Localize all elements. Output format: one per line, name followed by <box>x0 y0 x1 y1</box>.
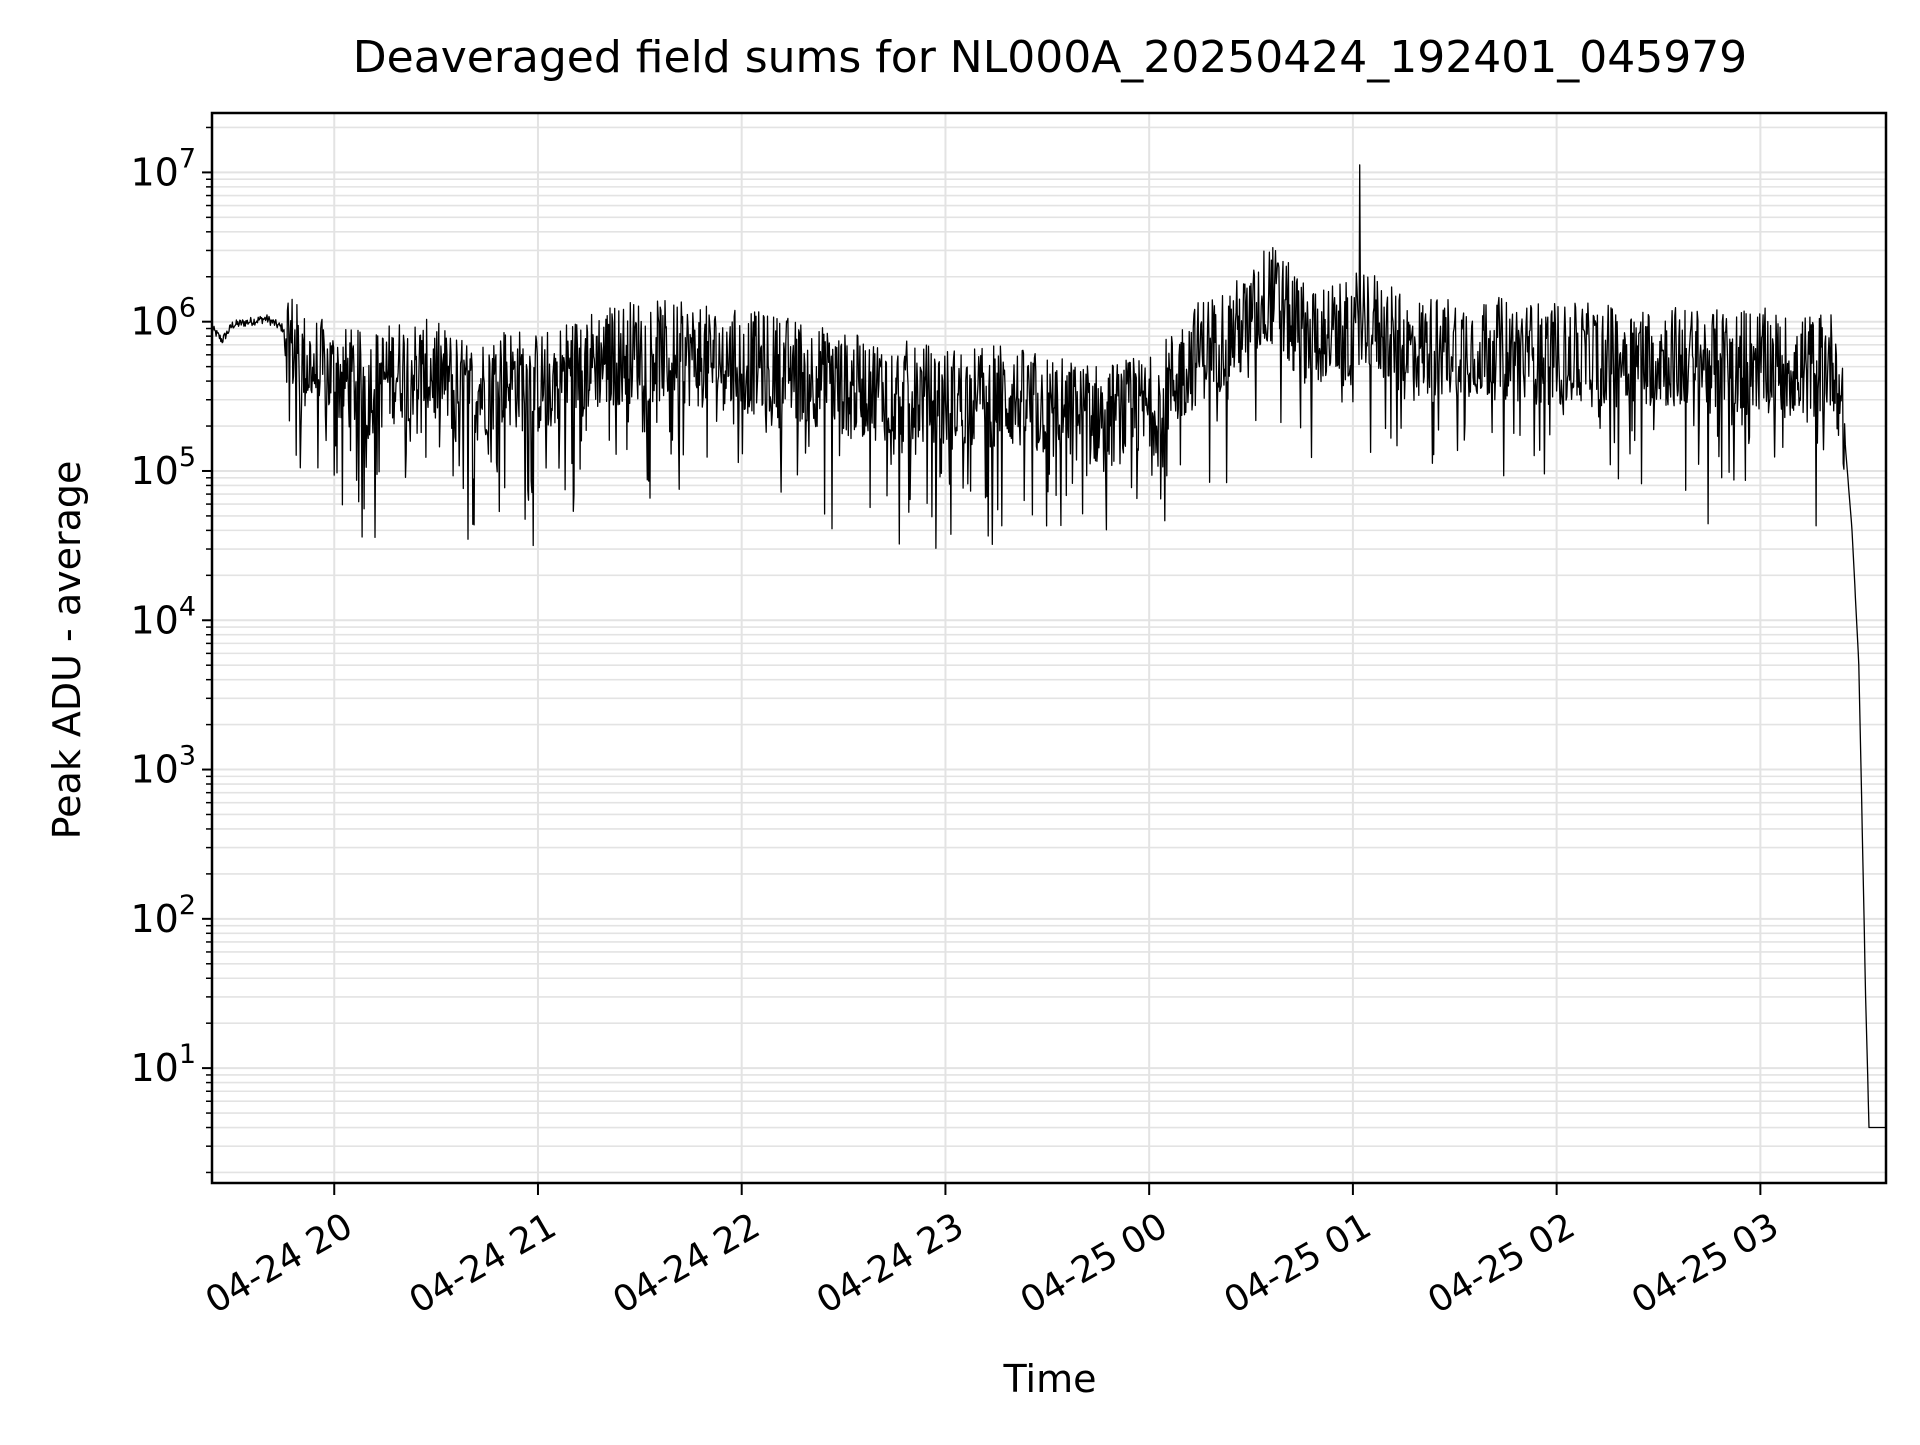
grid-layer <box>212 113 1886 1183</box>
x-axis-label: Time <box>1003 1357 1097 1401</box>
chart-title: Deaveraged field sums for NL000A_2025042… <box>353 32 1747 83</box>
y-tick-label: 105 <box>130 442 196 493</box>
y-tick-label: 106 <box>130 293 196 344</box>
data-layer <box>211 164 1886 1129</box>
y-tick-label: 107 <box>130 143 196 194</box>
y-tick-label: 102 <box>130 890 196 941</box>
y-axis-label: Peak ADU - average <box>45 461 89 840</box>
plot-area-frame <box>210 111 1888 1185</box>
series-line <box>211 164 1886 1129</box>
y-tick-label: 103 <box>130 741 196 792</box>
y-tick-label: 101 <box>130 1039 196 1090</box>
y-tick-label: 104 <box>130 591 196 642</box>
